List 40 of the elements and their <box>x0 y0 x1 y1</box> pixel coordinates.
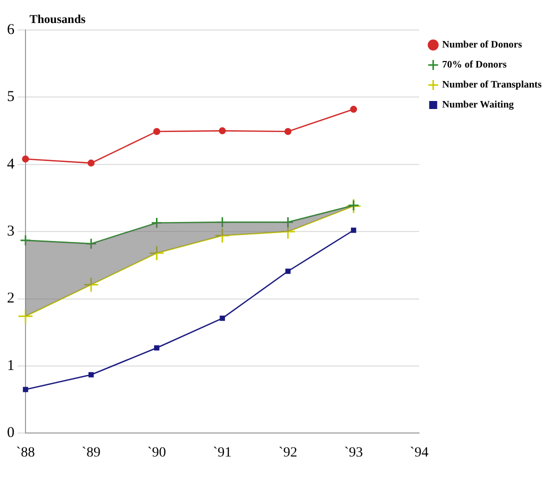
x-tick-label: `94 <box>410 445 429 460</box>
legend-label: Number of Transplants <box>442 80 542 91</box>
point <box>22 386 28 392</box>
y-tick-label: 3 <box>7 224 14 240</box>
point <box>214 228 230 244</box>
point <box>282 216 294 228</box>
x-tick-label: `89 <box>82 445 100 460</box>
y-tick-label: 0 <box>7 425 14 442</box>
point <box>350 106 358 113</box>
point <box>88 160 95 167</box>
y-tick-label: 6 <box>7 22 15 38</box>
point <box>154 345 160 350</box>
y-tick-label: 5 <box>7 89 14 106</box>
point <box>18 308 34 324</box>
point <box>83 276 99 292</box>
point <box>148 245 164 261</box>
y-tick-label: 4 <box>7 156 15 172</box>
legend-label: Number of Donors <box>442 40 522 51</box>
y-tick-label: 2 <box>7 290 14 307</box>
point <box>153 128 160 135</box>
point <box>20 234 32 246</box>
point <box>284 128 292 135</box>
x-tick-label: `92 <box>278 445 298 460</box>
y-tick-label: 1 <box>7 358 14 374</box>
point <box>350 228 356 233</box>
point <box>220 316 225 321</box>
point <box>285 268 291 274</box>
x-tick-label: `93 <box>344 445 363 460</box>
point <box>216 216 228 228</box>
point <box>85 238 97 250</box>
point <box>22 156 29 163</box>
point <box>88 372 94 378</box>
y-axis-title: Thousands <box>30 12 86 26</box>
point <box>218 127 226 134</box>
point <box>150 217 162 229</box>
x-tick-label: `90 <box>147 445 166 460</box>
x-tick-label: `88 <box>16 445 35 460</box>
legend-label: Number Waiting <box>442 100 514 111</box>
x-tick-label: `91 <box>213 445 232 460</box>
legend-label: 70% of Donors <box>442 60 507 71</box>
